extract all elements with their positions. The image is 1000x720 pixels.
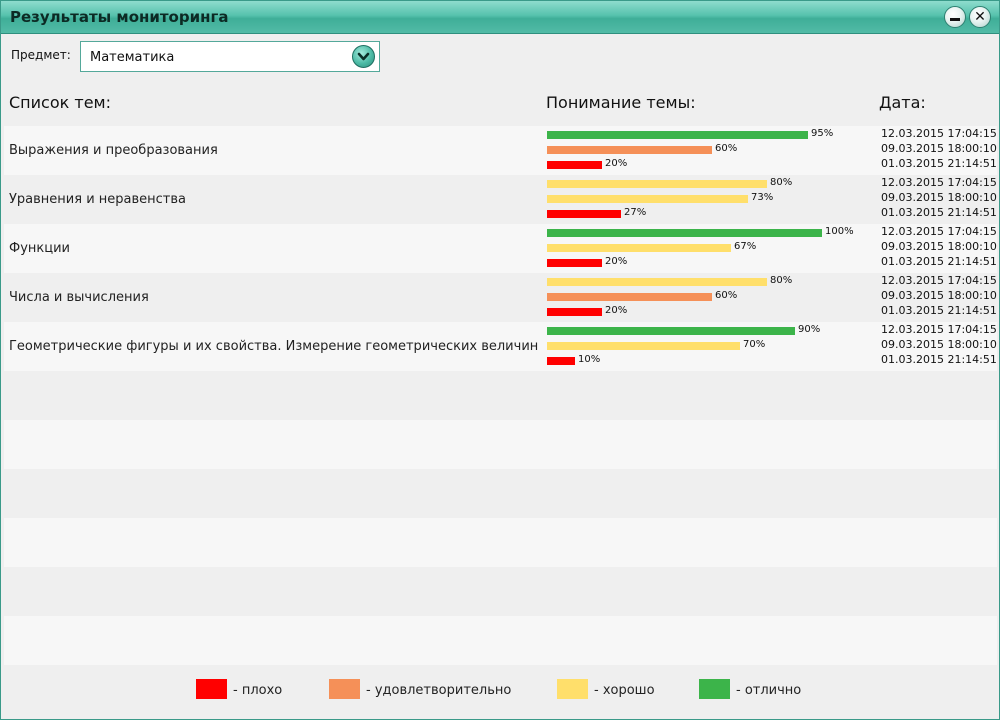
legend-label-good: - хорошо xyxy=(594,683,655,698)
result-date: 01.03.2015 21:14:51 xyxy=(881,255,997,268)
topic-name: Функции xyxy=(9,241,70,256)
result-date: 01.03.2015 21:14:51 xyxy=(881,353,997,366)
result-date: 01.03.2015 21:14:51 xyxy=(881,157,997,170)
understanding-bar xyxy=(547,293,712,301)
percent-label: 95% xyxy=(811,128,834,139)
percent-label: 73% xyxy=(751,192,774,203)
understanding-bar xyxy=(547,180,767,188)
result-date: 09.03.2015 18:00:10 xyxy=(881,289,997,302)
empty-row xyxy=(4,371,997,420)
result-date: 12.03.2015 17:04:15 xyxy=(881,127,997,140)
legend-swatch-bad xyxy=(196,679,227,699)
result-date: 09.03.2015 18:00:10 xyxy=(881,191,997,204)
result-date: 01.03.2015 21:14:51 xyxy=(881,206,997,219)
understanding-bar xyxy=(547,161,602,169)
legend-swatch-satisfactory xyxy=(329,679,360,699)
topics-header: Список тем: xyxy=(9,93,111,112)
table-row[interactable]: Числа и вычисления 80% 12.03.2015 17:04:15… xyxy=(4,273,997,322)
result-date: 12.03.2015 17:04:15 xyxy=(881,176,997,189)
minimize-icon xyxy=(950,18,960,21)
table-row[interactable]: Геометрические фигуры и их свойства. Изм… xyxy=(4,322,997,371)
understanding-header: Понимание темы: xyxy=(546,93,696,112)
percent-label: 90% xyxy=(798,324,821,335)
subject-select-value: Математика xyxy=(90,50,175,65)
minimize-button[interactable] xyxy=(944,6,966,28)
dropdown-button[interactable] xyxy=(352,45,375,68)
result-date: 09.03.2015 18:00:10 xyxy=(881,240,997,253)
percent-label: 80% xyxy=(770,275,793,286)
title-bar[interactable]: Результаты мониторинга ✕ xyxy=(1,1,999,34)
understanding-bar xyxy=(547,308,602,316)
percent-label: 60% xyxy=(715,290,738,301)
percent-label: 67% xyxy=(734,241,757,252)
percent-label: 10% xyxy=(578,354,601,365)
percent-label: 100% xyxy=(825,226,854,237)
percent-label: 70% xyxy=(743,339,766,350)
understanding-bar xyxy=(547,327,795,335)
result-date: 12.03.2015 17:04:15 xyxy=(881,323,997,336)
legend-label-satisfactory: - удовлетворительно xyxy=(366,683,512,698)
topic-name: Уравнения и неравенства xyxy=(9,192,187,207)
understanding-bar xyxy=(547,131,808,139)
percent-label: 20% xyxy=(605,256,628,267)
empty-row xyxy=(4,567,997,616)
empty-row xyxy=(4,469,997,518)
understanding-bar xyxy=(547,278,767,286)
understanding-bar xyxy=(547,342,740,350)
close-button[interactable]: ✕ xyxy=(969,6,991,28)
empty-row xyxy=(4,518,997,567)
result-date: 09.03.2015 18:00:10 xyxy=(881,338,997,351)
percent-label: 20% xyxy=(605,158,628,169)
percent-label: 60% xyxy=(715,143,738,154)
table-row[interactable]: Выражения и преобразования 95% 12.03.2015 … xyxy=(4,126,997,175)
date-header: Дата: xyxy=(879,93,926,112)
empty-row xyxy=(4,616,997,665)
understanding-bar xyxy=(547,229,822,237)
result-date: 01.03.2015 21:14:51 xyxy=(881,304,997,317)
result-date: 12.03.2015 17:04:15 xyxy=(881,225,997,238)
table-row[interactable]: Уравнения и неравенства 80% 12.03.2015 17:… xyxy=(4,175,997,224)
percent-label: 20% xyxy=(605,305,628,316)
legend-swatch-good xyxy=(557,679,588,699)
legend-label-excellent: - отлично xyxy=(736,683,802,698)
topic-name: Выражения и преобразования xyxy=(9,143,218,158)
legend-label-bad: - плохо xyxy=(233,683,283,698)
understanding-bar xyxy=(547,244,731,252)
understanding-bar xyxy=(547,210,621,218)
empty-row xyxy=(4,420,997,469)
understanding-bar xyxy=(547,357,575,365)
understanding-bar xyxy=(547,259,602,267)
result-date: 12.03.2015 17:04:15 xyxy=(881,274,997,287)
understanding-bar xyxy=(547,146,712,154)
percent-label: 80% xyxy=(770,177,793,188)
table-row[interactable]: Функции 100% 12.03.2015 17:04:15 67% 09.03.2… xyxy=(4,224,997,273)
subject-label: Предмет: xyxy=(11,48,71,62)
understanding-bar xyxy=(547,195,748,203)
close-icon: ✕ xyxy=(974,9,986,25)
window-title: Результаты мониторинга xyxy=(10,8,229,26)
topic-name: Числа и вычисления xyxy=(9,290,149,305)
topic-name: Геометрические фигуры и их свойства. Изм… xyxy=(9,339,539,354)
subject-select[interactable]: Математика xyxy=(80,41,380,72)
chevron-down-icon xyxy=(357,52,370,61)
legend-swatch-excellent xyxy=(699,679,730,699)
percent-label: 27% xyxy=(624,207,647,218)
result-date: 09.03.2015 18:00:10 xyxy=(881,142,997,155)
